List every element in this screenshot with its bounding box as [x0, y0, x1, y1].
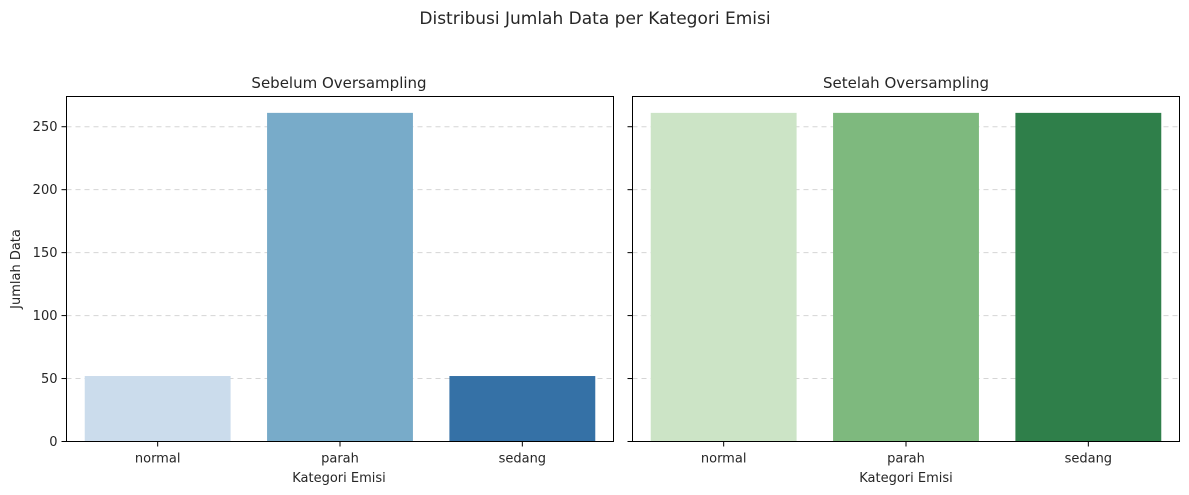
y-ticks: [627, 126, 633, 442]
y-tick-label: 50: [41, 372, 58, 387]
figure-title: Distribusi Jumlah Data per Kategori Emis…: [419, 9, 770, 29]
x-tick-label: parah: [887, 452, 925, 467]
bar-sedang: [1015, 112, 1162, 442]
panel-after-oversampling: Setelah Oversampling Kategori Emisi norm…: [627, 74, 1180, 486]
bar-parah: [833, 112, 979, 442]
x-tick-label: parah: [321, 452, 359, 467]
y-axis-label: Jumlah Data: [9, 229, 24, 310]
x-tick-label: sedang: [499, 452, 546, 467]
x-axis-label: Kategori Emisi: [292, 471, 386, 486]
y-tick-label: 150: [33, 246, 58, 261]
y-tick-label: 100: [33, 309, 58, 324]
bars: [84, 112, 596, 442]
x-ticks: normal parah sedang: [135, 441, 546, 467]
x-tick-label: sedang: [1065, 452, 1112, 467]
panel-title: Setelah Oversampling: [823, 74, 989, 92]
x-tick-label: normal: [701, 452, 747, 467]
y-tick-label: 0: [49, 435, 57, 450]
x-tick-label: normal: [135, 452, 181, 467]
y-tick-label: 200: [33, 183, 58, 198]
y-ticks: 0 50 100 150 200 250: [33, 120, 67, 450]
bar-normal: [84, 376, 231, 442]
plot-frame: [632, 96, 1180, 442]
bar-parah: [267, 112, 413, 442]
y-tick-label: 250: [33, 120, 58, 135]
bars: [650, 112, 1162, 442]
x-ticks: normal parah sedang: [701, 441, 1112, 467]
plot-frame: [66, 96, 614, 442]
x-axis-label: Kategori Emisi: [859, 471, 953, 486]
panel-title: Sebelum Oversampling: [251, 74, 426, 92]
bar-normal: [650, 112, 797, 442]
panel-before-oversampling: Sebelum Oversampling Kategori Emisi Juml…: [9, 74, 614, 486]
bar-sedang: [449, 376, 596, 442]
